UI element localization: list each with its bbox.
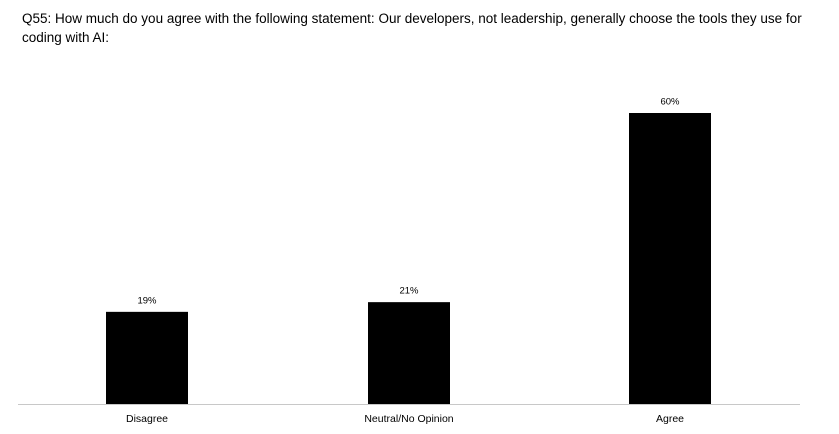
x-tick-label: Neutral/No Opinion (364, 413, 453, 425)
bar (368, 302, 450, 404)
bar (629, 113, 711, 404)
chart-title: Q55: How much do you agree with the foll… (22, 11, 802, 45)
bar (106, 311, 188, 404)
data-label: 60% (660, 97, 680, 108)
data-label: 21% (399, 286, 419, 297)
x-tick-label: Agree (656, 413, 684, 425)
data-label: 19% (137, 295, 157, 306)
x-tick-label: Disagree (126, 413, 168, 425)
